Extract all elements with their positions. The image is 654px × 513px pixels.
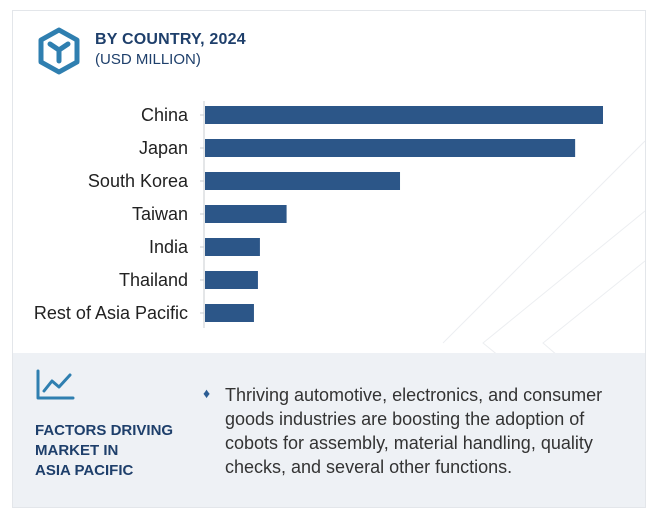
bar <box>205 238 260 256</box>
chart-title: BY COUNTRY, 2024 <box>95 31 246 48</box>
chart-subtitle: (USD MILLION) <box>95 51 201 68</box>
category-label: Rest of Asia Pacific <box>34 303 188 323</box>
category-label: Thailand <box>119 270 188 290</box>
category-label: Japan <box>139 138 188 158</box>
trend-chart-icon <box>36 369 75 400</box>
category-label: South Korea <box>88 171 189 191</box>
bar <box>205 205 287 223</box>
bullet-diamond-icon: ♦ <box>203 385 211 401</box>
bar <box>205 172 401 190</box>
factors-title: FACTORS DRIVING MARKET IN ASIA PACIFIC <box>35 421 205 481</box>
category-label: Taiwan <box>132 204 188 224</box>
factors-title-line: ASIA PACIFIC <box>35 462 134 479</box>
factors-text: Thriving automotive, electronics, and co… <box>225 385 603 477</box>
factors-title-line: MARKET IN <box>35 442 119 459</box>
cube-logo-icon <box>38 27 80 75</box>
category-label: India <box>149 237 189 257</box>
factors-panel: FACTORS DRIVING MARKET IN ASIA PACIFIC ♦… <box>13 353 645 507</box>
chart-card: BY COUNTRY, 2024 (USD MILLION) China Japa… <box>12 10 646 508</box>
factors-title-line: FACTORS DRIVING <box>35 422 174 439</box>
category-label: China <box>141 105 189 125</box>
bar <box>205 271 258 289</box>
bar-chart: China Japan South Korea Taiwan India Thailand… <box>34 101 603 328</box>
bar <box>205 139 576 157</box>
bar <box>205 304 254 322</box>
bar <box>205 106 603 124</box>
